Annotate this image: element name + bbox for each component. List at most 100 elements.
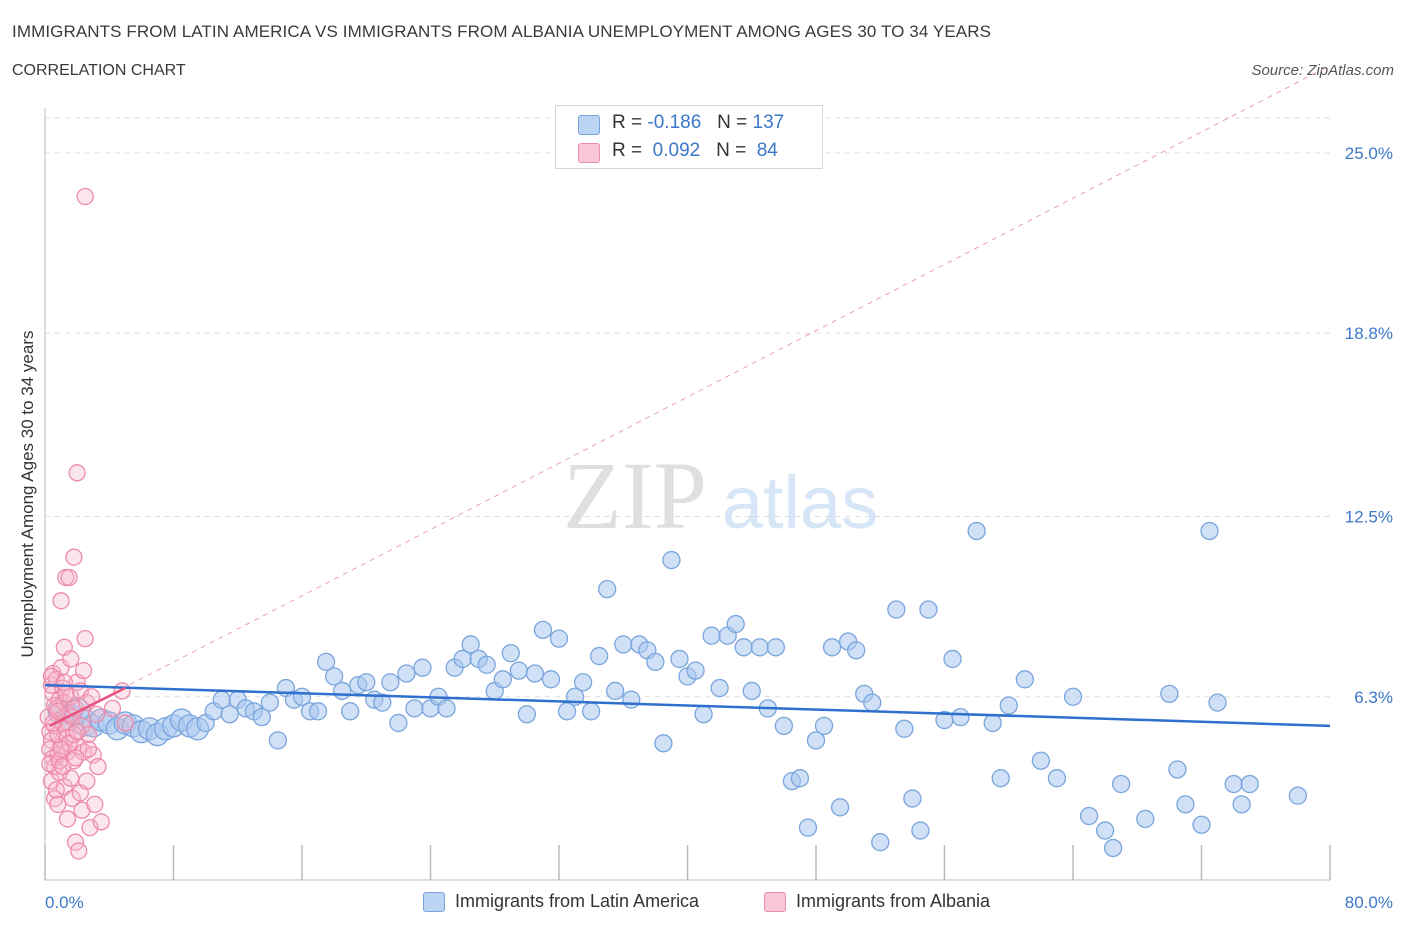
- albania-point: [76, 187, 94, 206]
- latin-america-point: [1095, 821, 1115, 840]
- latin-america-point: [1079, 806, 1099, 826]
- latin-america-point: [1136, 809, 1155, 829]
- albania-trend-extension-line: [49, 65, 1331, 727]
- latin-america-point: [694, 705, 713, 724]
- latin-america-point: [381, 673, 400, 692]
- albania-point: [65, 548, 83, 566]
- latin-america-point: [405, 699, 424, 718]
- latin-america-point: [324, 667, 344, 686]
- latin-america-point: [477, 655, 496, 674]
- latin-america-point: [1232, 795, 1251, 814]
- x-tick-label-max: 80.0%: [1345, 893, 1393, 912]
- latin-america-point: [1063, 687, 1083, 706]
- latin-america-point: [308, 702, 328, 721]
- latin-america-point: [373, 693, 392, 712]
- albania-point: [55, 673, 73, 691]
- albania-trend-line: [49, 686, 126, 727]
- albania-trend-extension: [49, 65, 1331, 727]
- y-tick-label: 18.8%: [1345, 324, 1393, 343]
- albania-point: [65, 725, 83, 744]
- latin-america-point: [999, 696, 1018, 715]
- latin-america-point: [573, 673, 593, 692]
- latin-america-point: [1176, 795, 1195, 814]
- albania-point: [116, 714, 134, 732]
- latin-america-point: [606, 681, 625, 701]
- latin-america-point: [822, 638, 842, 657]
- watermark-atlas: atlas: [722, 461, 878, 544]
- latin-america-point: [533, 620, 553, 640]
- legend-r-value: -0.186: [647, 112, 702, 133]
- watermark-zip: ZIP: [563, 442, 707, 549]
- latin-america-point: [742, 681, 761, 701]
- albania-point: [79, 740, 98, 758]
- latin-america-point: [798, 818, 818, 837]
- latin-america-point: [389, 713, 408, 733]
- latin-america-point: [847, 641, 866, 660]
- albania-point: [68, 464, 86, 482]
- latin-america-point: [220, 705, 239, 724]
- latin-america-point: [766, 638, 785, 657]
- legend-r-label: R =: [612, 112, 643, 133]
- latin-america-point: [437, 699, 456, 718]
- latin-america-point: [357, 673, 376, 692]
- legend-r-value: 0.092: [647, 140, 701, 161]
- legend-n-value: 84: [751, 140, 778, 161]
- latin-america-point: [734, 638, 753, 657]
- latin-america-point: [581, 702, 601, 721]
- latin-america-point: [814, 716, 834, 736]
- latin-america-point: [413, 658, 432, 677]
- latin-america-point: [1031, 751, 1051, 770]
- y-tick-label: 6.3%: [1354, 688, 1393, 707]
- latin-america-point: [461, 635, 480, 654]
- albania-point: [60, 568, 78, 587]
- y-tick-label: 25.0%: [1345, 144, 1393, 163]
- gridlines: [45, 117, 1330, 698]
- latin-america-point: [790, 769, 810, 788]
- latin-america-point: [1288, 786, 1308, 805]
- source-credit: Source: ZipAtlas.com: [1251, 62, 1394, 79]
- latin-america-point: [1104, 838, 1123, 858]
- latin-america-point: [598, 580, 617, 599]
- latin-america-point: [983, 713, 1002, 733]
- y-axis-label: Unemployment Among Ages 30 to 34 years: [18, 331, 37, 658]
- latin-america-point: [991, 769, 1010, 788]
- albania-point: [92, 813, 110, 831]
- albania-point: [49, 702, 67, 720]
- albania-point: [87, 705, 106, 723]
- chart-title: IMMIGRANTS FROM LATIN AMERICA VS IMMIGRA…: [12, 22, 992, 41]
- trend-lines: [44, 683, 1331, 728]
- legend-swatch-blue: [578, 115, 600, 135]
- albania-point: [70, 842, 88, 860]
- albania-point: [41, 755, 59, 773]
- latin-america-point: [967, 521, 986, 541]
- albania-point: [66, 749, 85, 767]
- albania-point: [52, 740, 70, 758]
- latin-america-point: [887, 600, 906, 619]
- latin-america-point: [774, 716, 794, 736]
- latin-america-point: [1200, 521, 1219, 541]
- chart-subtitle: CORRELATION CHART: [12, 62, 186, 79]
- albania-point: [68, 723, 86, 741]
- axes: [44, 108, 1331, 881]
- albania-point: [74, 661, 93, 680]
- bottom-legend-label: Immigrants from Albania: [796, 891, 991, 911]
- latin-america-point: [590, 646, 609, 666]
- latin-america-point: [806, 731, 826, 750]
- latin-america-point: [710, 678, 729, 698]
- tick-labels: 6.3% 12.5% 18.8% 25.0% 0.0% 80.0%: [45, 144, 1393, 912]
- latin-america-point: [662, 550, 681, 570]
- latin-america-point: [1015, 670, 1034, 689]
- latin-america-point: [830, 798, 850, 817]
- latin-america-point: [397, 664, 416, 683]
- legend-swatch-pink: [578, 143, 600, 163]
- latin-america-points: [47, 521, 1308, 858]
- latin-america-point: [268, 731, 288, 750]
- latin-america-point: [1168, 760, 1187, 779]
- albania-point: [89, 757, 107, 776]
- correlation-legend: R = -0.186 N = 137 R = 0.092 N = 84: [555, 105, 823, 169]
- latin-america-point: [333, 681, 352, 701]
- latin-america-point: [622, 690, 641, 709]
- albania-point: [54, 757, 72, 776]
- legend-n-value: 137: [752, 112, 785, 133]
